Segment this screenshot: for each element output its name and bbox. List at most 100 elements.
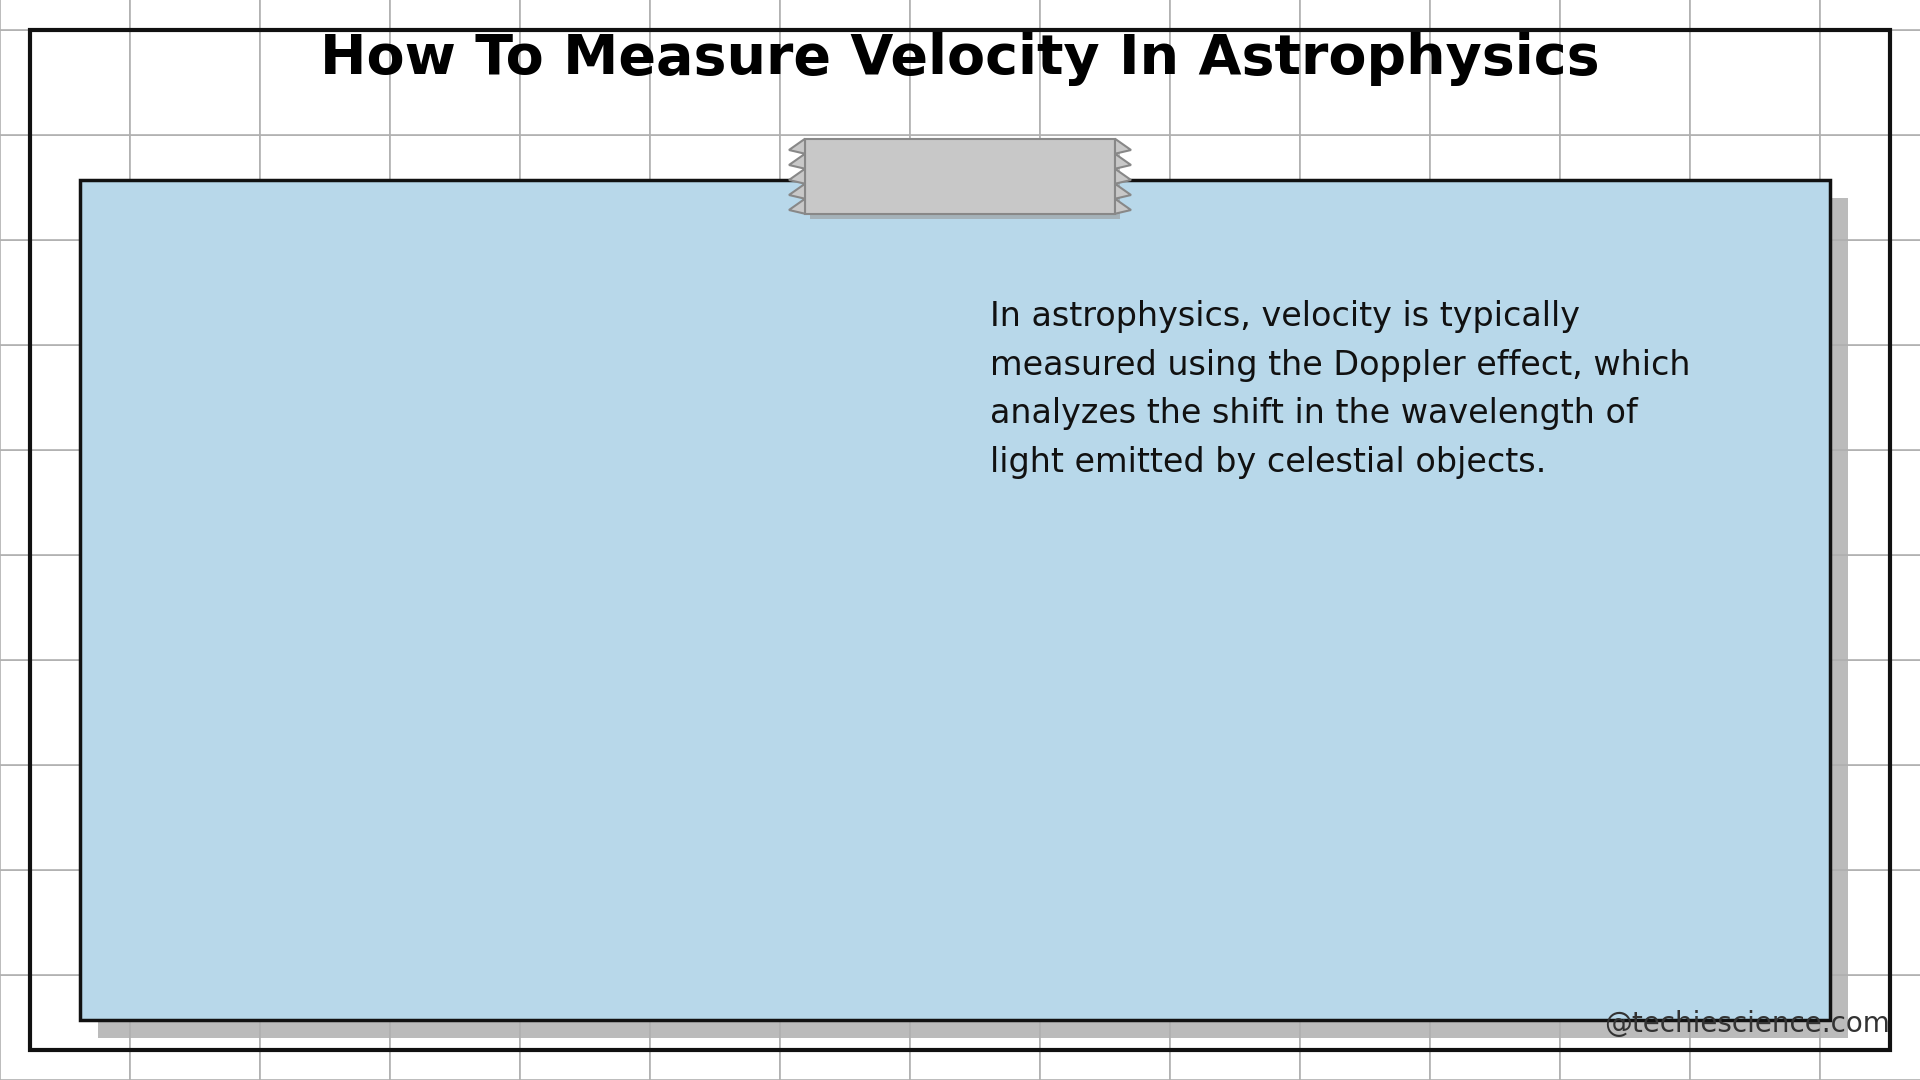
Bar bbox=[1300, 135, 1430, 240]
Bar bbox=[0, 345, 131, 450]
Bar bbox=[910, 765, 1041, 870]
Bar bbox=[1430, 450, 1559, 555]
Bar bbox=[1430, 135, 1559, 240]
Bar bbox=[910, 0, 1041, 30]
Bar bbox=[1041, 975, 1169, 1080]
Bar bbox=[1169, 345, 1300, 450]
Bar bbox=[1820, 660, 1920, 765]
Bar bbox=[910, 555, 1041, 660]
Bar bbox=[1300, 450, 1430, 555]
Bar bbox=[804, 138, 1116, 214]
Bar bbox=[1041, 555, 1169, 660]
Bar bbox=[1820, 240, 1920, 345]
Bar bbox=[810, 144, 1119, 219]
Bar bbox=[1300, 870, 1430, 975]
Bar bbox=[520, 870, 651, 975]
Bar bbox=[1820, 30, 1920, 135]
Bar bbox=[651, 450, 780, 555]
Bar bbox=[780, 450, 910, 555]
Bar bbox=[390, 450, 520, 555]
Bar bbox=[1430, 660, 1559, 765]
Bar bbox=[1559, 345, 1690, 450]
Bar bbox=[1690, 660, 1820, 765]
Bar bbox=[1041, 870, 1169, 975]
Bar bbox=[390, 345, 520, 450]
Bar bbox=[1169, 660, 1300, 765]
Bar bbox=[1690, 450, 1820, 555]
Bar bbox=[1559, 765, 1690, 870]
Bar bbox=[1820, 870, 1920, 975]
Bar bbox=[131, 30, 259, 135]
Bar bbox=[1169, 0, 1300, 30]
Bar bbox=[651, 975, 780, 1080]
Bar bbox=[1169, 450, 1300, 555]
Bar bbox=[1041, 240, 1169, 345]
Bar bbox=[1690, 975, 1820, 1080]
Bar bbox=[780, 345, 910, 450]
Bar bbox=[259, 0, 390, 30]
Bar bbox=[520, 240, 651, 345]
Text: @techiescience.com: @techiescience.com bbox=[1603, 1010, 1889, 1038]
Bar bbox=[1430, 345, 1559, 450]
Bar bbox=[1559, 660, 1690, 765]
Bar bbox=[1430, 30, 1559, 135]
Bar bbox=[1041, 450, 1169, 555]
Bar bbox=[131, 450, 259, 555]
Bar bbox=[520, 450, 651, 555]
Bar bbox=[780, 135, 910, 240]
Bar bbox=[910, 450, 1041, 555]
Bar bbox=[1169, 135, 1300, 240]
Bar bbox=[1430, 555, 1559, 660]
Bar bbox=[131, 765, 259, 870]
Bar bbox=[780, 660, 910, 765]
Bar bbox=[0, 135, 131, 240]
Bar bbox=[910, 975, 1041, 1080]
Text: How To Measure Velocity In Astrophysics: How To Measure Velocity In Astrophysics bbox=[321, 32, 1599, 86]
Bar bbox=[1430, 765, 1559, 870]
Bar bbox=[1559, 240, 1690, 345]
Bar bbox=[780, 765, 910, 870]
Bar bbox=[259, 30, 390, 135]
Polygon shape bbox=[789, 138, 804, 214]
Bar bbox=[1169, 240, 1300, 345]
Bar bbox=[520, 660, 651, 765]
Bar bbox=[1559, 135, 1690, 240]
Bar bbox=[131, 555, 259, 660]
Bar bbox=[1300, 0, 1430, 30]
Bar bbox=[259, 345, 390, 450]
Bar bbox=[1300, 765, 1430, 870]
Bar bbox=[1430, 0, 1559, 30]
Bar bbox=[131, 135, 259, 240]
Bar bbox=[651, 0, 780, 30]
Bar bbox=[390, 135, 520, 240]
Bar bbox=[1041, 765, 1169, 870]
Bar bbox=[1820, 345, 1920, 450]
Bar bbox=[1690, 30, 1820, 135]
Bar bbox=[910, 30, 1041, 135]
Bar bbox=[651, 870, 780, 975]
Bar bbox=[520, 30, 651, 135]
Bar bbox=[390, 0, 520, 30]
Bar bbox=[651, 30, 780, 135]
Bar bbox=[0, 240, 131, 345]
Bar bbox=[520, 555, 651, 660]
Bar bbox=[1690, 555, 1820, 660]
Bar bbox=[0, 870, 131, 975]
Bar bbox=[1430, 870, 1559, 975]
Bar bbox=[1559, 30, 1690, 135]
Bar bbox=[910, 870, 1041, 975]
Bar bbox=[1820, 450, 1920, 555]
Bar bbox=[81, 180, 1830, 1020]
Bar bbox=[1820, 975, 1920, 1080]
Bar bbox=[1041, 0, 1169, 30]
Bar bbox=[1041, 660, 1169, 765]
Bar bbox=[780, 30, 910, 135]
Bar bbox=[1300, 975, 1430, 1080]
Bar bbox=[1820, 765, 1920, 870]
Bar bbox=[390, 765, 520, 870]
Bar bbox=[131, 660, 259, 765]
Bar bbox=[390, 555, 520, 660]
Bar bbox=[390, 240, 520, 345]
Bar bbox=[520, 975, 651, 1080]
Bar bbox=[0, 765, 131, 870]
